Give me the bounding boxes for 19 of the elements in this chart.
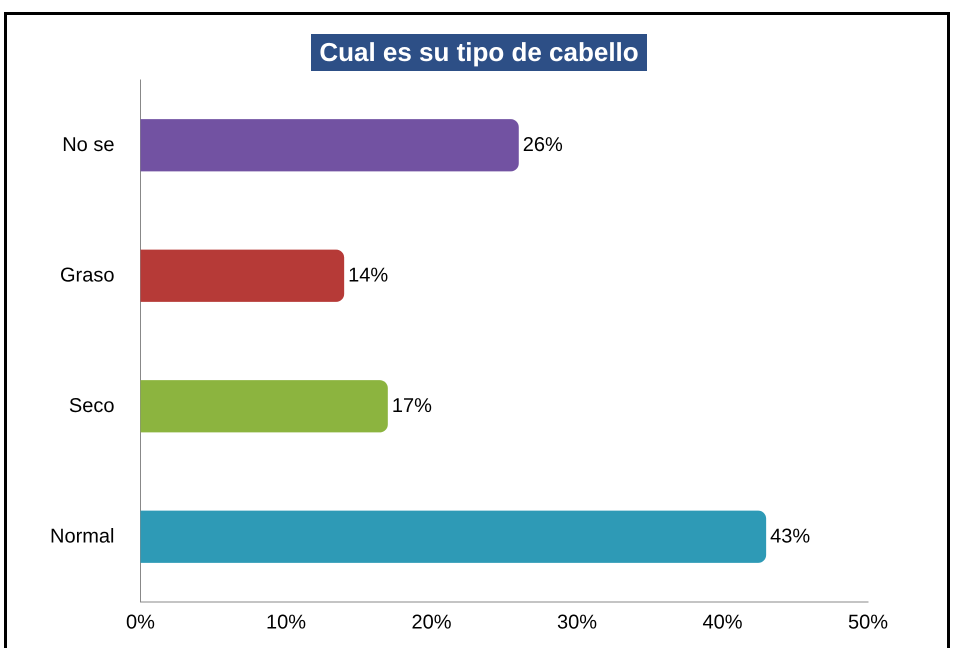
bar: [140, 250, 344, 302]
chart-title: Cual es su tipo de cabello: [311, 34, 647, 71]
x-tick-label: 30%: [556, 612, 598, 634]
y-tick-label: Normal: [50, 525, 114, 548]
bar: [140, 119, 519, 172]
y-tick-label: Seco: [68, 394, 114, 417]
y-tick-label: No se: [62, 134, 114, 156]
x-tick-label: 50%: [848, 612, 888, 634]
bar: [140, 510, 766, 563]
data-label: 17%: [392, 394, 432, 417]
x-tick-label: 20%: [411, 612, 452, 634]
x-tick-label: 10%: [266, 612, 306, 634]
data-label: 43%: [770, 525, 810, 548]
x-tick-label: 40%: [702, 612, 743, 634]
y-tick-label: Graso: [60, 264, 114, 286]
x-tick-label: 0%: [126, 612, 156, 634]
data-label: 26%: [522, 134, 564, 156]
bar: [140, 380, 388, 432]
data-label: 14%: [348, 264, 388, 286]
